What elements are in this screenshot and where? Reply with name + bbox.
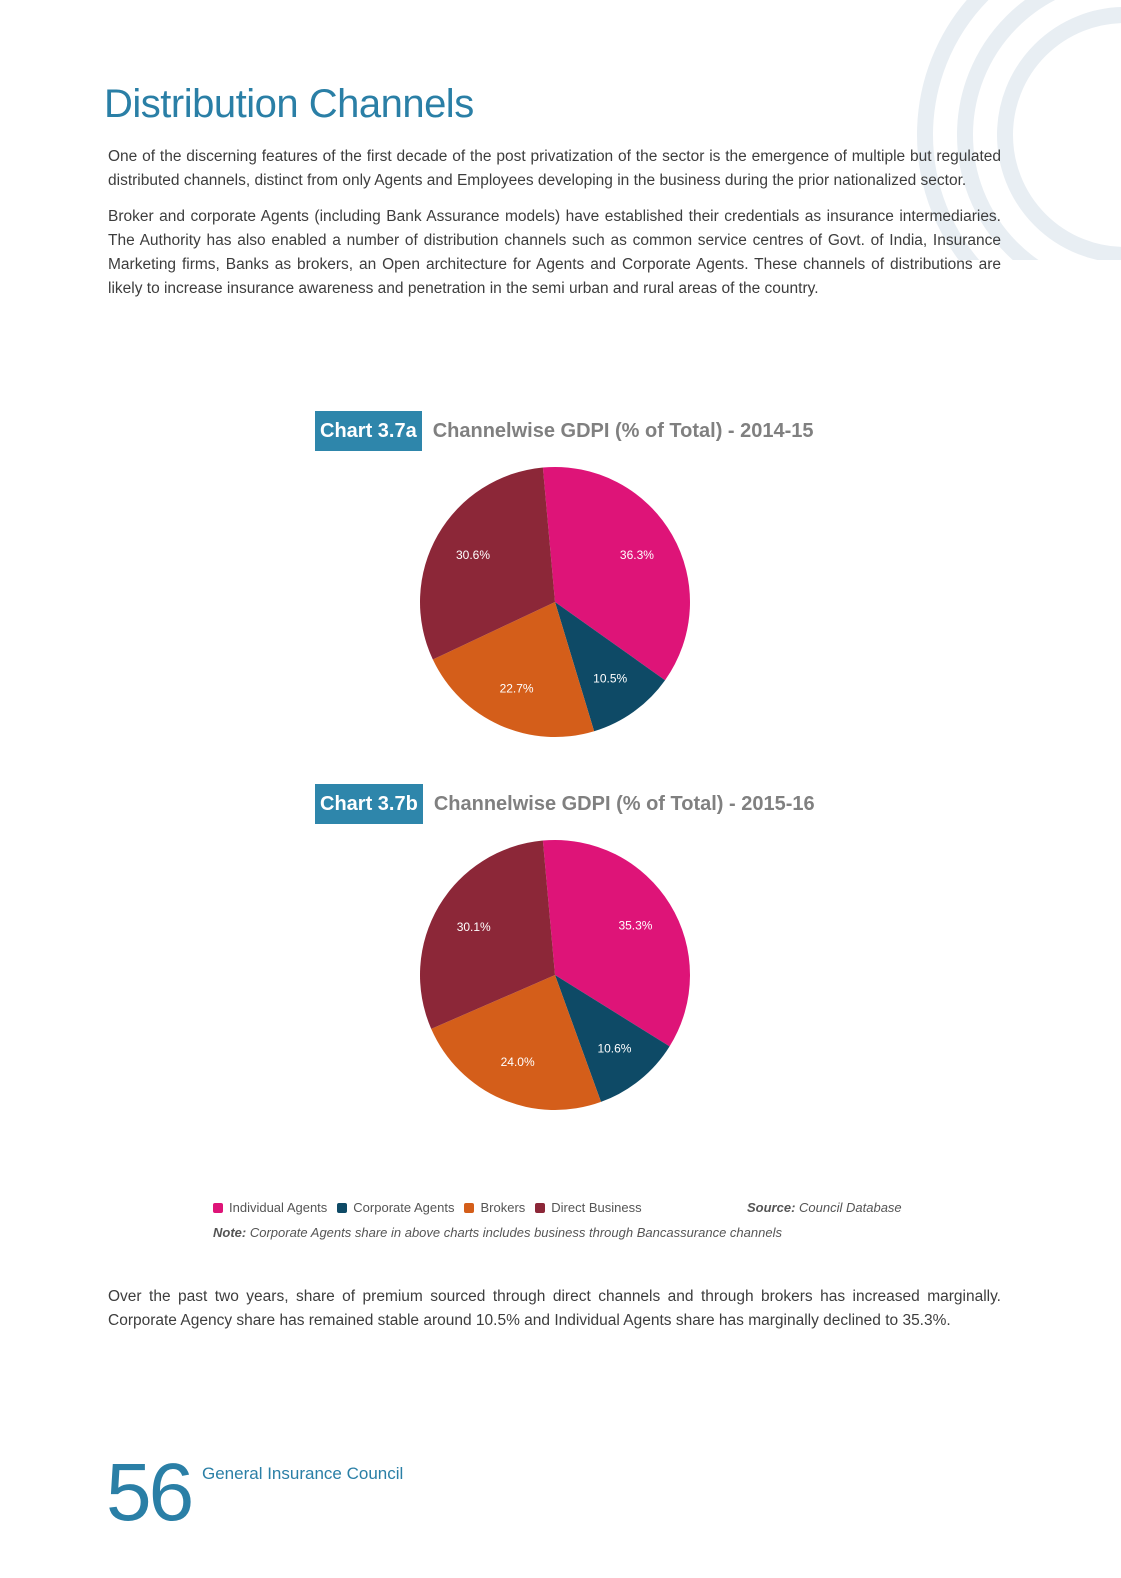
legend-swatch	[535, 1202, 546, 1213]
note-line: Note: Corporate Agents share in above ch…	[213, 1225, 782, 1240]
pie-data-label: 10.5%	[593, 672, 627, 686]
legend-swatch	[464, 1202, 475, 1213]
legend-label: Individual Agents	[229, 1200, 328, 1215]
summary-paragraph: Over the past two years, share of premiu…	[108, 1288, 1001, 1329]
pie-data-label: 22.7%	[500, 681, 534, 695]
legend-swatch	[337, 1202, 348, 1213]
pie-slice-brokers	[431, 975, 601, 1111]
chart-b-tag: Chart 3.7b	[315, 784, 423, 824]
channels-paragraph: Broker and corporate Agents (including B…	[108, 208, 1001, 297]
pie-chart-2014-15: 36.3% 10.5% 22.7% 30.6%	[419, 467, 690, 738]
page-title: Distribution Channels	[104, 82, 474, 126]
pie-slice-corporate-agents	[555, 975, 670, 1102]
note-text: Corporate Agents share in above charts i…	[249, 1225, 782, 1240]
pie-chart-2015-16: 35.3% 10.6% 24.0% 30.1%	[419, 840, 690, 1111]
pie-data-label: 30.6%	[456, 548, 490, 562]
chart-b-title: Channelwise GDPI (% of Total) - 2015-16	[433, 792, 815, 815]
chart-a-header: Chart 3.7a Channelwise GDPI (% of Total)…	[315, 411, 814, 451]
legend-label: Direct Business	[551, 1200, 642, 1215]
organization-name: General Insurance Council	[202, 1464, 404, 1483]
pie-slice-corporate-agents	[555, 602, 666, 732]
chart-legend: Individual Agents Corporate Agents Broke…	[213, 1200, 652, 1215]
legend-swatch	[213, 1202, 223, 1213]
chart-a-title: Channelwise GDPI (% of Total) - 2014-15	[432, 419, 814, 442]
legend-item-direct-business: Direct Business	[535, 1200, 642, 1215]
pie-slice-individual-agents	[542, 840, 690, 1047]
legend-label: Brokers	[480, 1200, 526, 1215]
decorative-arcs	[917, 0, 1121, 260]
pie-slice-individual-agents	[542, 467, 690, 681]
pie-slice-direct-business	[419, 840, 555, 1029]
pie-slice-direct-business	[419, 467, 555, 660]
page-number: 56	[106, 1447, 194, 1538]
legend-item-corporate-agents: Corporate Agents	[337, 1200, 454, 1215]
pie-data-label: 24.0%	[501, 1055, 535, 1069]
legend-item-brokers: Brokers	[464, 1200, 525, 1215]
source-text: Council Database	[799, 1200, 902, 1215]
legend-label: Corporate Agents	[353, 1200, 455, 1215]
pie-data-label: 30.1%	[457, 920, 491, 934]
intro-paragraph: One of the discerning features of the fi…	[108, 148, 1001, 189]
chart-b-header: Chart 3.7b Channelwise GDPI (% of Total)…	[315, 784, 815, 824]
legend-item-individual-agents: Individual Agents	[213, 1200, 327, 1215]
chart-a-tag: Chart 3.7a	[315, 411, 422, 451]
pie-slice-brokers	[432, 602, 595, 738]
pie-data-label: 35.3%	[618, 918, 652, 932]
pie-data-label: 36.3%	[620, 548, 654, 562]
source-label: Source:	[747, 1200, 796, 1215]
source-line: Source: Council Database	[747, 1200, 902, 1215]
note-label: Note:	[213, 1225, 247, 1240]
pie-data-label: 10.6%	[597, 1041, 631, 1055]
